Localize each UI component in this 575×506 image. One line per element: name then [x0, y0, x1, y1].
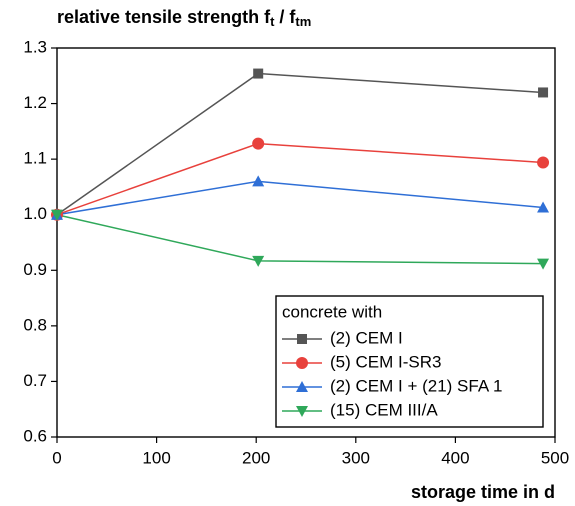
series-line	[56, 180, 544, 216]
x-tick-label: 300	[342, 448, 370, 467]
legend-label: (2) CEM I	[330, 328, 403, 347]
marker	[296, 406, 308, 417]
legend-label: (5) CEM I-SR3	[330, 352, 441, 371]
y-axis-label-part: / f	[274, 7, 296, 27]
plot-frame	[56, 47, 556, 438]
marker	[51, 209, 63, 221]
y-tick-label: 0.9	[23, 260, 47, 279]
marker	[253, 68, 264, 79]
legend-title: concrete with	[282, 302, 382, 321]
legend-label: (15) CEM III/A	[330, 400, 438, 419]
y-tick-label: 1.2	[23, 93, 47, 112]
marker	[537, 156, 550, 169]
y-axis-label: relative tensile strength ft / ftm	[57, 7, 311, 30]
x-tick-label: 100	[142, 448, 170, 467]
marker	[538, 87, 549, 98]
y-axis-label-part: tm	[295, 14, 311, 29]
y-tick-label: 0.6	[23, 426, 47, 445]
y-tick-label: 1.3	[23, 37, 47, 56]
marker	[296, 381, 308, 392]
y-tick-label: 0.7	[23, 371, 47, 390]
marker	[537, 201, 550, 213]
y-tick-label: 1.1	[23, 149, 47, 168]
marker	[296, 357, 308, 369]
series-line	[56, 72, 544, 216]
series-line	[56, 213, 544, 265]
y-tick-label: 0.8	[23, 315, 47, 334]
y-tick-label: 1.0	[23, 204, 47, 223]
x-tick-label: 200	[242, 448, 270, 467]
marker	[297, 334, 307, 344]
y-axis-label-part: relative tensile strength f	[57, 7, 271, 27]
x-tick-label: 0	[52, 448, 61, 467]
marker	[537, 258, 550, 270]
legend-box	[275, 295, 544, 428]
legend-label: (2) CEM I + (21) SFA 1	[330, 376, 502, 395]
x-axis-label: storage time in d	[411, 482, 555, 502]
x-tick-label: 400	[441, 448, 469, 467]
marker	[252, 137, 265, 150]
series-line	[56, 142, 544, 216]
marker	[252, 175, 265, 187]
x-tick-label: 500	[541, 448, 569, 467]
y-axis-label-part: t	[270, 14, 275, 29]
marker	[252, 255, 265, 267]
